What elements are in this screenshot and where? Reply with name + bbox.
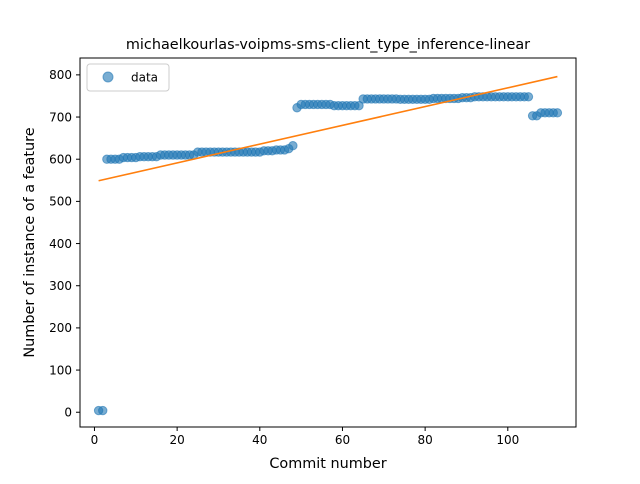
data-point [354, 100, 364, 111]
data-point [288, 141, 298, 151]
y-tick-label: 0 [64, 406, 72, 420]
x-tick-label: 40 [252, 433, 267, 447]
chart-title: michaelkourlas-voipms-sms-client_type_in… [126, 37, 530, 53]
x-tick-label: 80 [417, 433, 432, 447]
fit-line [98, 75, 558, 182]
axes-frame [79, 57, 577, 428]
plot-area [93, 75, 563, 416]
y-tick-label: 800 [49, 68, 72, 82]
y-tick-label: 500 [49, 195, 72, 209]
x-tick-label: 20 [169, 433, 184, 447]
y-tick-label: 700 [49, 110, 72, 124]
y-tick-label: 400 [49, 237, 72, 251]
legend: data [86, 63, 170, 92]
legend-box [86, 63, 170, 92]
y-axis: 0 100 200 300 400 500 600 700 800 [49, 68, 80, 420]
x-tick-label: 60 [335, 433, 350, 447]
legend-marker-data [102, 71, 114, 83]
data-point [98, 405, 108, 416]
legend-label-data: data [131, 71, 158, 85]
x-tick-label: 100 [496, 433, 519, 447]
y-tick-label: 300 [49, 279, 72, 293]
x-tick-label: 0 [91, 433, 99, 447]
y-tick-label: 600 [49, 153, 72, 167]
data-point [552, 108, 563, 118]
x-axis-label: Commit number [269, 456, 386, 472]
y-axis-label: Number of instance of a feature [22, 127, 38, 357]
y-tick-label: 200 [49, 321, 72, 335]
x-axis: 0 20 40 60 80 100 [91, 427, 519, 447]
data-point [523, 92, 534, 102]
y-tick-label: 100 [49, 363, 72, 377]
